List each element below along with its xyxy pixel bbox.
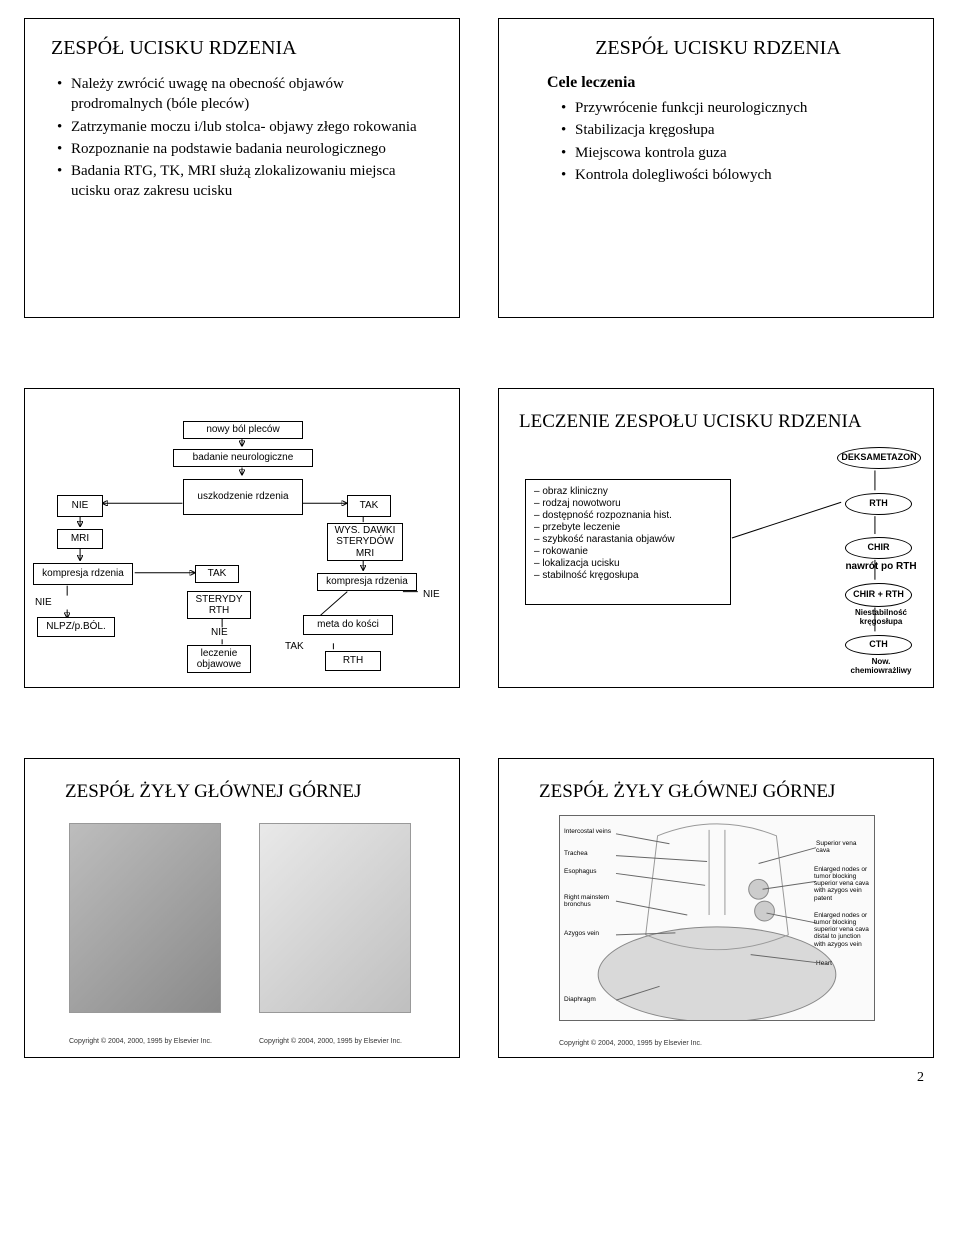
panel-ucisk-left: ZESPÓŁ UCISKU RDZENIA Należy zwrócić uwa…	[24, 18, 460, 318]
factor-item: – obraz kliniczny	[534, 486, 722, 497]
bubble-caption: Niestabilność kręgosłupa	[845, 608, 917, 626]
bullet-list: Przywrócenie funkcji neurologicznych Sta…	[561, 98, 911, 185]
flow-node: kompresja rdzenia	[33, 563, 133, 585]
panel-title: ZESPÓŁ UCISKU RDZENIA	[51, 37, 437, 60]
flow-node: MRI	[57, 529, 103, 549]
panel-title: LECZENIE ZESPOŁU UCISKU RDZENIA	[519, 411, 862, 433]
anat-label: Right mainstem bronchus	[564, 894, 614, 908]
factor-item: – szybkość narastania objawów	[534, 534, 722, 545]
bubble-rth: RTH	[845, 493, 912, 515]
flow-node: WYS. DAWKI STERYDÓW MRI	[327, 523, 403, 561]
flow-label: TAK	[285, 641, 304, 652]
bullet: Rozpoznanie na podstawie badania neurolo…	[57, 139, 437, 159]
flow-node: badanie neurologiczne	[173, 449, 313, 467]
flow-node: leczenie objawowe	[187, 645, 251, 673]
flow-label: NIE	[423, 589, 440, 600]
anat-label: Heart	[816, 960, 870, 967]
bullet: Stabilizacja kręgosłupa	[561, 120, 911, 140]
clinical-photo	[69, 823, 221, 1013]
bubble-chir-rth: CHIR + RTH	[845, 583, 912, 607]
bullet: Należy zwrócić uwagę na obecność objawów…	[57, 74, 437, 115]
panel-flowchart: nowy ból pleców badanie neurologiczne us…	[24, 388, 460, 688]
venogram-image	[259, 823, 411, 1013]
panel-title: ZESPÓŁ ŻYŁY GŁÓWNEJ GÓRNEJ	[539, 781, 835, 803]
flow-node: kompresja rdzenia	[317, 573, 417, 591]
anat-label: Azygos vein	[564, 930, 599, 937]
flow-node: meta do kości	[303, 615, 393, 635]
panel-ucisk-right: ZESPÓŁ UCISKU RDZENIA Cele leczenia Przy…	[498, 18, 934, 318]
flow-node: RTH	[325, 651, 381, 671]
factors-box: – obraz kliniczny – rodzaj nowotworu – d…	[525, 479, 731, 605]
flow-node: STERYDY RTH	[187, 591, 251, 619]
anat-label: Enlarged nodes or tumor blocking superio…	[814, 866, 870, 902]
flow-label: NIE	[211, 627, 228, 638]
panel-treatment: LECZENIE ZESPOŁU UCISKU RDZENIA – obraz …	[498, 388, 934, 688]
flow-node: TAK	[347, 495, 391, 517]
anat-label: Enlarged nodes or tumor blocking superio…	[814, 912, 870, 948]
bubble-deks: DEKSAMETAZON	[837, 447, 921, 469]
bullet-list: Należy zwrócić uwagę na obecność objawów…	[57, 74, 437, 202]
anat-label: Trachea	[564, 850, 588, 857]
bubble-caption: Now. chemiowrażliwy	[841, 657, 921, 675]
factor-item: – rodzaj nowotworu	[534, 498, 722, 509]
flow-node: NLPZ/p.BÓL.	[37, 617, 115, 637]
copyright-text: Copyright © 2004, 2000, 1995 by Elsevier…	[559, 1040, 702, 1047]
flow-label: NIE	[35, 597, 52, 608]
bullet: Badania RTG, TK, MRI służą zlokalizowani…	[57, 161, 437, 202]
anat-label: Diaphragm	[564, 996, 596, 1003]
factor-item: – stabilność kręgosłupa	[534, 570, 722, 581]
anatomy-diagram-frame: Intercostal veins Trachea Esophagus Righ…	[559, 815, 875, 1021]
panel-svc-left: ZESPÓŁ ŻYŁY GŁÓWNEJ GÓRNEJ Copyright © 2…	[24, 758, 460, 1058]
factor-item: – rokowanie	[534, 546, 722, 557]
bullet: Miejscowa kontrola guza	[561, 143, 911, 163]
bubble-cth: CTH	[845, 635, 912, 655]
bubble-chir: CHIR	[845, 537, 912, 559]
panel-svc-right: ZESPÓŁ ŻYŁY GŁÓWNEJ GÓRNEJ	[498, 758, 934, 1058]
panel-title: ZESPÓŁ ŻYŁY GŁÓWNEJ GÓRNEJ	[65, 781, 361, 803]
panel-title: ZESPÓŁ UCISKU RDZENIA	[525, 37, 911, 60]
anat-label: Superior vena cava	[816, 840, 870, 854]
copyright-text: Copyright © 2004, 2000, 1995 by Elsevier…	[259, 1038, 402, 1045]
bullet: Przywrócenie funkcji neurologicznych	[561, 98, 911, 118]
flow-node: uszkodzenie rdzenia	[183, 479, 303, 515]
flow-node: TAK	[195, 565, 239, 583]
factor-item: – przebyte leczenie	[534, 522, 722, 533]
bubble-caption: nawrót po RTH	[845, 561, 917, 572]
panel-subtitle: Cele leczenia	[547, 74, 911, 92]
bullet: Zatrzymanie moczu i/lub stolca- objawy z…	[57, 117, 437, 137]
flow-node: nowy ból pleców	[183, 421, 303, 439]
copyright-text: Copyright © 2004, 2000, 1995 by Elsevier…	[69, 1038, 212, 1045]
factor-item: – lokalizacja ucisku	[534, 558, 722, 569]
anat-label: Intercostal veins	[564, 828, 611, 835]
anat-label: Esophagus	[564, 868, 597, 875]
flow-node: NIE	[57, 495, 103, 517]
bullet: Kontrola dolegliwości bólowych	[561, 165, 911, 185]
factor-item: – dostępność rozpoznania hist.	[534, 510, 722, 521]
page-number: 2	[917, 1070, 924, 1086]
